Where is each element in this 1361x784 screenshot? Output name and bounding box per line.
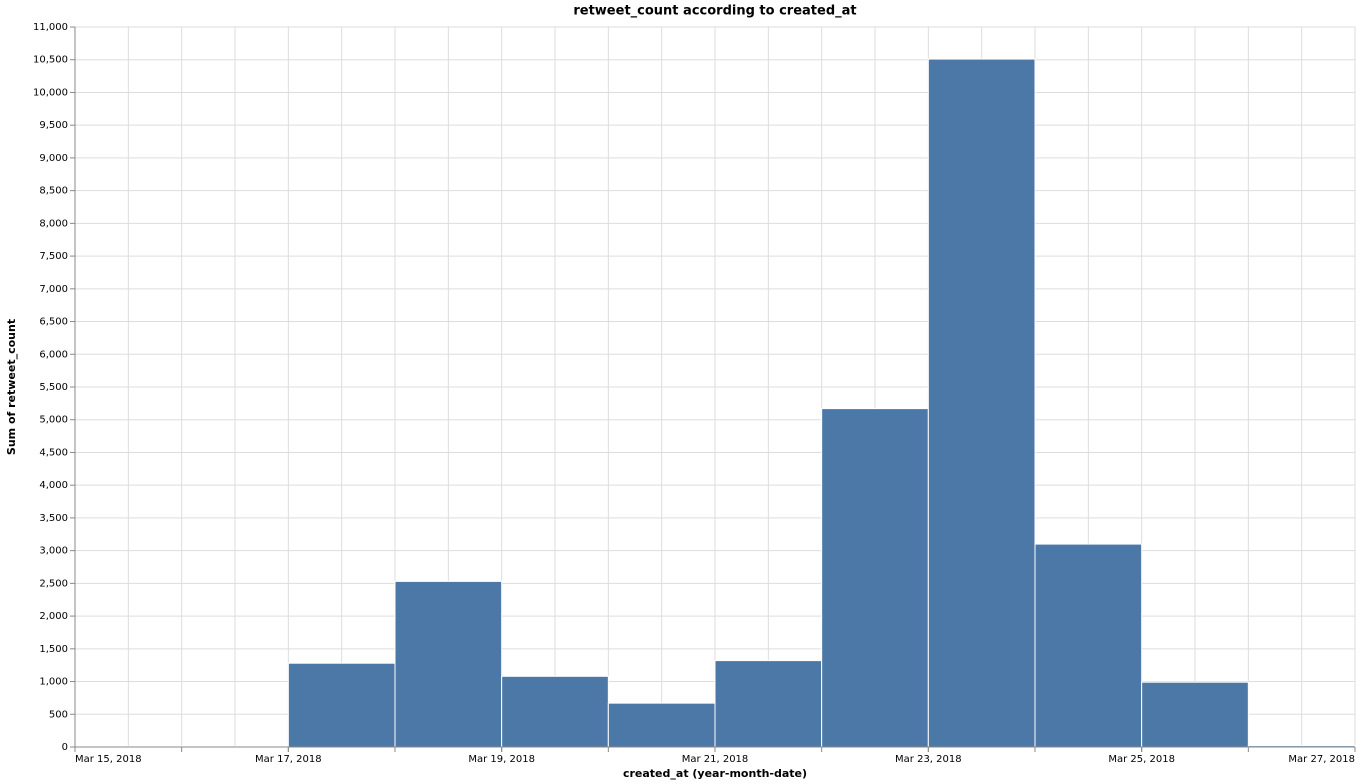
x-tick-label: Mar 17, 2018: [255, 754, 322, 765]
bar: [607, 702, 716, 748]
y-tick-label: 7,500: [39, 251, 68, 262]
y-tick-label: 8,000: [39, 218, 68, 229]
y-tick-label: 5,500: [39, 382, 68, 393]
x-tick-label: Mar 23, 2018: [895, 754, 962, 765]
bar: [287, 662, 396, 748]
y-tick-label: 500: [49, 709, 68, 720]
y-tick-label: 2,000: [39, 611, 68, 622]
bar: [821, 408, 929, 748]
y-tick-label: 11,000: [33, 22, 68, 33]
x-tick-label: Mar 27, 2018: [1288, 754, 1355, 765]
bar-layer: [74, 58, 1356, 748]
y-tick-label: 9,500: [39, 120, 68, 131]
grid-layer: [74, 26, 1356, 748]
x-tick-label: Mar 19, 2018: [468, 754, 535, 765]
bar: [501, 675, 609, 748]
chart-title: retweet_count according to created_at: [573, 4, 856, 19]
y-tick-label: 1,500: [39, 644, 68, 655]
y-tick-label: 3,000: [39, 546, 68, 557]
y-tick-label: 0: [62, 742, 68, 753]
y-tick-label: 8,500: [39, 186, 68, 197]
y-tick-label: 9,000: [39, 153, 68, 164]
y-tick-label: 4,500: [39, 447, 68, 458]
bar: [1141, 681, 1249, 748]
y-tick-label: 5,000: [39, 415, 68, 426]
y-tick-label: 10,000: [33, 87, 68, 98]
y-tick-label: 2,500: [39, 578, 68, 589]
bar: [927, 58, 1036, 748]
y-tick-label: 4,000: [39, 480, 68, 491]
x-tick-label: Mar 25, 2018: [1108, 754, 1175, 765]
y-tick-label: 6,000: [39, 349, 68, 360]
bar: [1034, 543, 1143, 748]
x-tick-label: Mar 21, 2018: [682, 754, 749, 765]
y-tick-label: 10,500: [33, 55, 68, 66]
y-tick-label: 3,500: [39, 513, 68, 524]
bar: [394, 580, 503, 748]
axis-layer: 0 500 1,000 1,500 2,000 2,500 3,000 3,500 4,000 4…: [33, 22, 1356, 765]
bar: [714, 660, 823, 748]
x-axis-title: created_at (year-month-date): [623, 767, 807, 780]
y-tick-label: 7,000: [39, 284, 68, 295]
x-tick-label: Mar 15, 2018: [75, 754, 142, 765]
y-axis-title: Sum of retweet_count: [5, 319, 18, 455]
y-tick-label: 6,500: [39, 317, 68, 328]
y-tick-label: 1,000: [39, 677, 68, 688]
